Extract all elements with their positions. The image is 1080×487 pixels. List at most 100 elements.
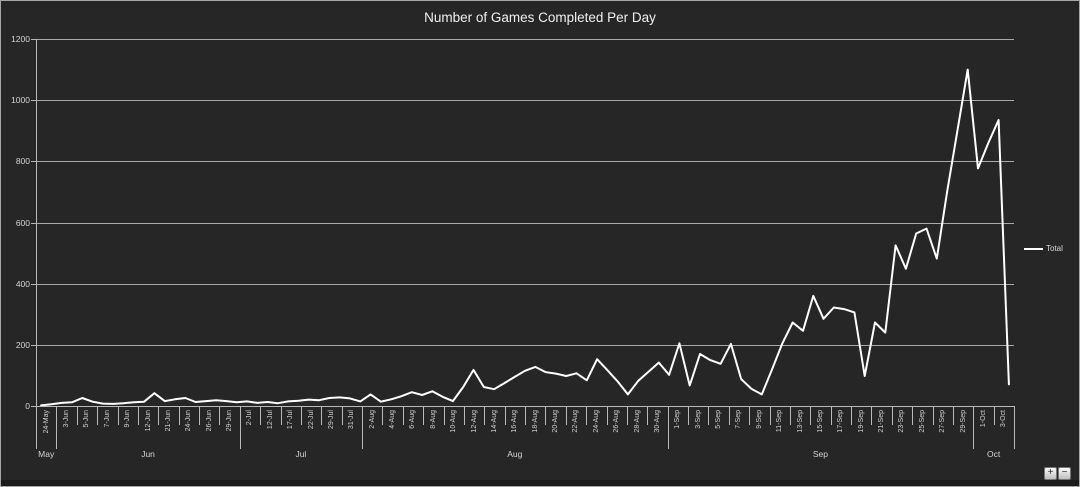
- x-axis-leader-line: [708, 406, 709, 425]
- x-axis-label: 31-Jul: [348, 410, 356, 430]
- x-axis-label: 6-Aug: [409, 410, 417, 429]
- x-axis-label: 12-Jul: [266, 410, 274, 430]
- x-axis-leader-line: [688, 406, 689, 425]
- x-axis-leader-line: [586, 406, 587, 425]
- zoom-in-button[interactable]: +: [1044, 467, 1057, 480]
- x-axis-leader-line: [403, 406, 404, 425]
- x-axis-label: 20-Aug: [552, 410, 560, 433]
- x-axis-leader-line: [281, 406, 282, 425]
- y-gridline: [36, 345, 1014, 346]
- chart-title: Number of Games Completed Per Day: [424, 10, 656, 25]
- x-axis-leader-line: [260, 406, 261, 425]
- x-axis-leader-line: [219, 406, 220, 425]
- x-axis-label: 13-Sep: [796, 410, 804, 433]
- x-axis-label: 14-Aug: [490, 410, 498, 433]
- window-bottom-edge: [1, 480, 1079, 486]
- x-axis-label: 24-Jun: [185, 410, 193, 432]
- x-axis-label: 29-Jun: [226, 410, 234, 432]
- x-axis-leader-line: [810, 406, 811, 425]
- x-axis-leader-line: [749, 406, 750, 425]
- x-axis-leader-line: [607, 406, 608, 425]
- x-axis-leader-line: [831, 406, 832, 425]
- x-axis-label: 12-Jun: [144, 410, 152, 432]
- x-axis-leader-line: [321, 406, 322, 425]
- x-axis-label: 7-Jun: [103, 410, 111, 428]
- x-axis-label: 26-Jun: [205, 410, 213, 432]
- y-gridline: [36, 223, 1014, 224]
- x-axis-leader-line: [199, 406, 200, 425]
- month-divider-line: [668, 406, 669, 449]
- y-axis-label: 1200: [11, 34, 30, 44]
- x-axis-label: 15-Sep: [816, 410, 824, 433]
- y-gridline: [36, 284, 1014, 285]
- y-gridline: [36, 161, 1014, 162]
- x-axis-leader-line: [729, 406, 730, 425]
- y-axis-tick: [31, 406, 36, 407]
- x-axis-label: 12-Aug: [470, 410, 478, 433]
- y-axis-label: 0: [25, 401, 30, 411]
- x-axis-label: 5-Jun: [83, 410, 91, 428]
- legend-label: Total: [1046, 244, 1063, 253]
- x-axis-label: 10-Aug: [450, 410, 458, 433]
- x-axis-label: 17-Jul: [287, 410, 295, 430]
- x-axis-leader-line: [545, 406, 546, 425]
- x-axis-label: 3-Jun: [63, 410, 71, 428]
- y-axis-label: 800: [15, 156, 30, 166]
- x-axis-label: 24-May: [42, 410, 50, 434]
- x-axis-label: 3-Sep: [694, 410, 702, 429]
- y-axis-tick: [31, 284, 36, 285]
- x-axis-label: 25-Sep: [918, 410, 926, 433]
- x-axis-leader-line: [464, 406, 465, 425]
- month-divider-line: [973, 406, 974, 449]
- x-axis-label: 5-Sep: [715, 410, 723, 429]
- month-divider-line: [36, 406, 37, 449]
- total-series-line: [40, 68, 1010, 406]
- x-axis-leader-line: [97, 406, 98, 425]
- legend-line-swatch: [1024, 247, 1043, 250]
- x-axis-label: 22-Aug: [572, 410, 580, 433]
- x-axis-leader-line: [627, 406, 628, 425]
- x-axis-label: 17-Sep: [837, 410, 845, 433]
- x-axis-label: 21-Jun: [164, 410, 172, 432]
- x-axis-leader-line: [342, 406, 343, 425]
- x-axis-leader-line: [382, 406, 383, 425]
- x-axis-leader-line: [423, 406, 424, 425]
- x-axis-leader-line: [566, 406, 567, 425]
- x-axis-leader-line: [444, 406, 445, 425]
- x-axis-month-label: May: [38, 449, 55, 459]
- x-axis-label: 16-Aug: [511, 410, 519, 433]
- x-axis-label: 2-Jul: [246, 410, 254, 426]
- x-axis-label: 23-Sep: [898, 410, 906, 433]
- x-axis-label: 21-Sep: [878, 410, 886, 433]
- x-axis-leader-line: [158, 406, 159, 425]
- x-axis-leader-line: [179, 406, 180, 425]
- x-axis-leader-line: [118, 406, 119, 425]
- y-axis-label: 600: [15, 218, 30, 228]
- x-axis-leader-line: [790, 406, 791, 425]
- x-axis-label: 3-Oct: [1000, 410, 1008, 428]
- x-axis-leader-line: [647, 406, 648, 425]
- x-axis-label: 9-Sep: [755, 410, 763, 429]
- x-axis-label: 1-Sep: [674, 410, 682, 429]
- x-axis-label: 28-Aug: [633, 410, 641, 433]
- x-axis-leader-line: [994, 406, 995, 425]
- x-axis-leader-line: [138, 406, 139, 425]
- x-axis-leader-line: [953, 406, 954, 425]
- y-axis-label: 400: [15, 279, 30, 289]
- x-axis-leader-line: [77, 406, 78, 425]
- y-axis-tick: [31, 223, 36, 224]
- x-axis-label: 2-Aug: [368, 410, 376, 429]
- x-axis-leader-line: [301, 406, 302, 425]
- x-axis-label: 8-Aug: [429, 410, 437, 429]
- x-axis-label: 30-Aug: [653, 410, 661, 433]
- x-axis-month-label: Sep: [812, 449, 828, 459]
- x-axis-label: 19-Sep: [857, 410, 865, 433]
- month-divider-line: [362, 406, 363, 449]
- y-axis-label: 1000: [11, 95, 30, 105]
- y-gridline: [36, 39, 1014, 40]
- x-axis-month-label: Jul: [295, 449, 307, 459]
- x-axis-label: 29-Sep: [959, 410, 967, 433]
- zoom-out-button[interactable]: −: [1058, 467, 1071, 480]
- x-axis-label: 22-Jul: [307, 410, 315, 430]
